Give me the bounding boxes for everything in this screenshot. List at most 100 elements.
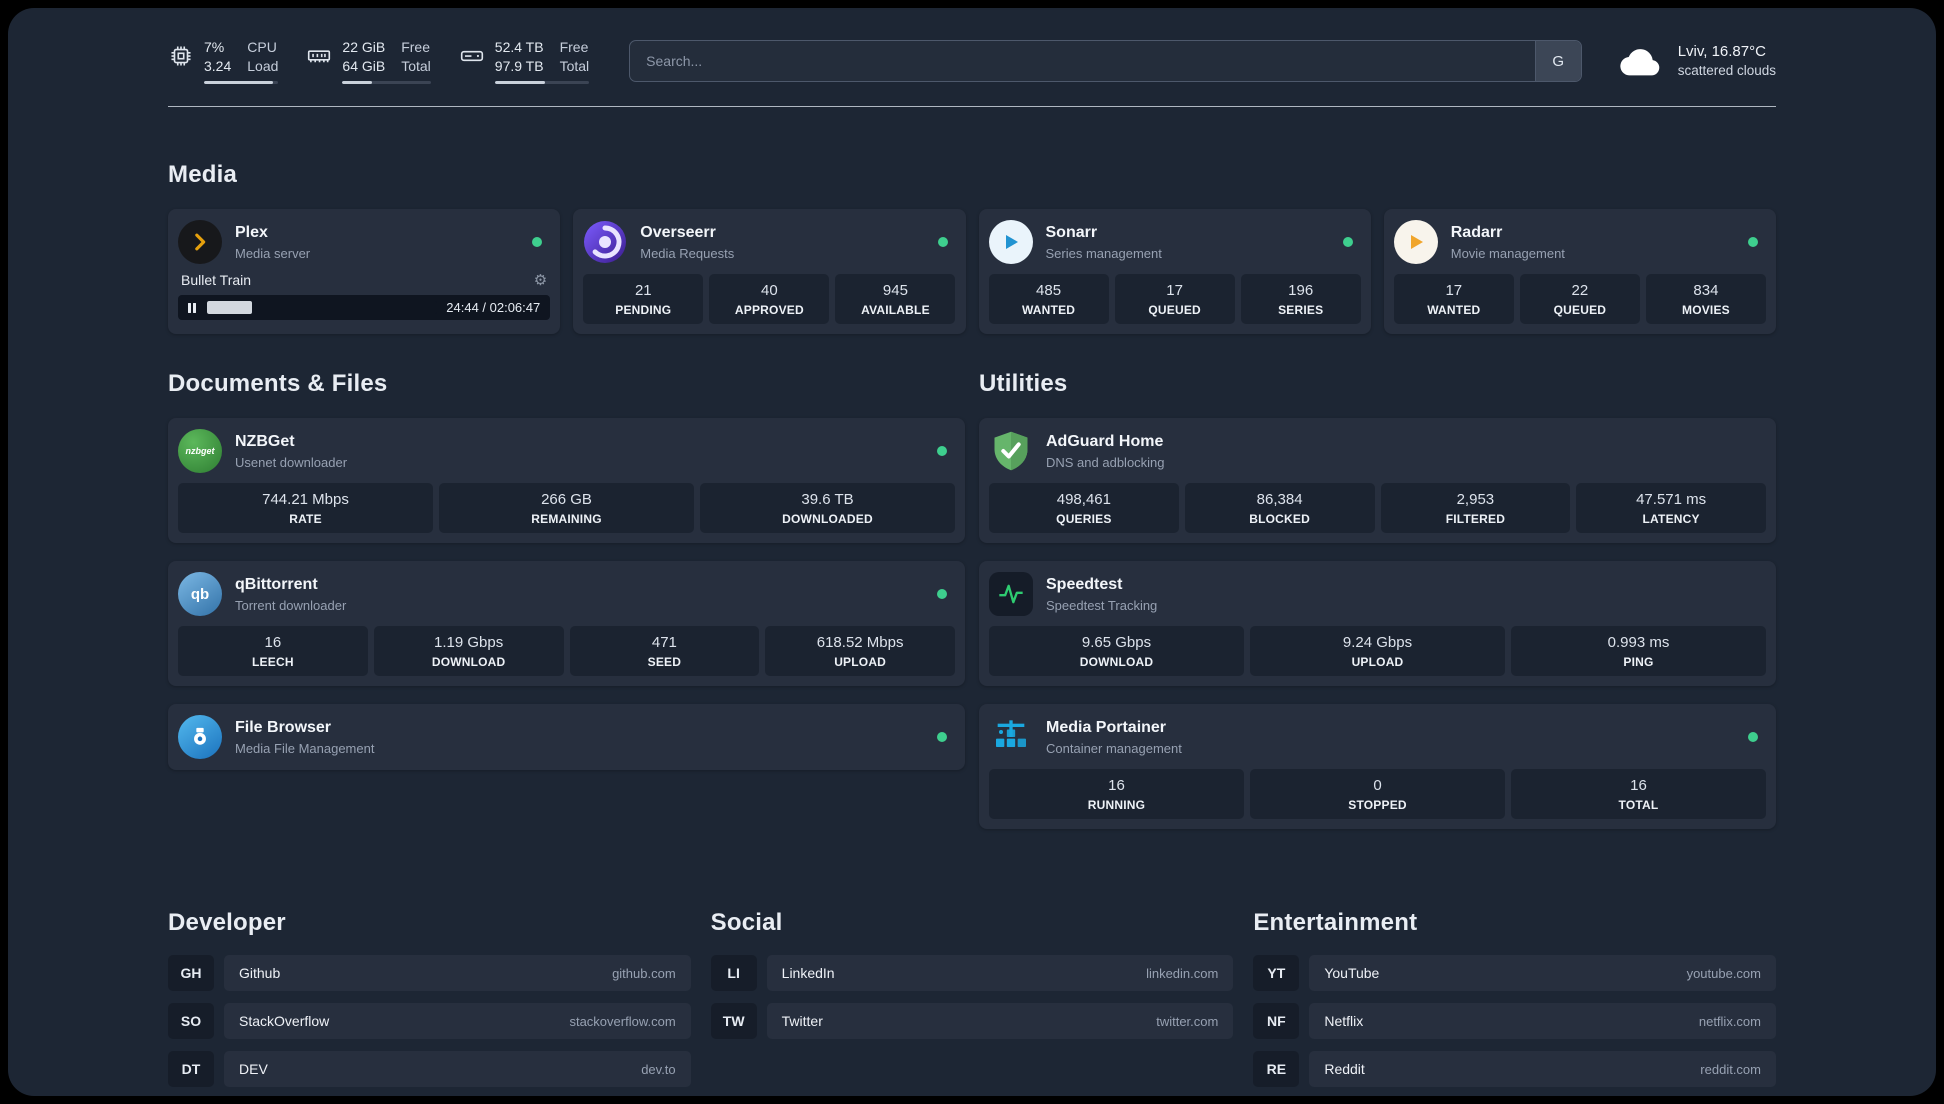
cpu-load: 3.24 xyxy=(204,58,232,74)
speedtest-icon xyxy=(989,572,1033,616)
bookmark-domain: dev.to xyxy=(641,1061,676,1077)
pause-button[interactable] xyxy=(186,302,198,314)
bookmark-abbr[interactable]: YT xyxy=(1253,955,1300,991)
ram-widget: 22 GiB Free 64 GiB Total xyxy=(306,38,431,84)
documents-section: Documents & Files nzbget NZBGet Usenet d… xyxy=(168,370,965,788)
qbittorrent-icon-label: qb xyxy=(190,585,210,603)
bookmark-domain: linkedin.com xyxy=(1146,965,1219,981)
stat-box: 21 PENDING xyxy=(583,274,704,324)
bookmark-name: Github xyxy=(239,965,281,981)
ram-label-bottom: Total xyxy=(401,58,431,74)
section-title-social: Social xyxy=(710,909,783,936)
weather-condition: scattered clouds xyxy=(1677,63,1776,78)
disk-free: 52.4 TB xyxy=(494,39,544,55)
portainer-card[interactable]: Media Portainer Container management 16 R… xyxy=(979,704,1776,829)
filebrowser-card[interactable]: File Browser Media File Management xyxy=(168,704,965,770)
bookmark-domain: github.com xyxy=(612,965,676,981)
service-name: Plex xyxy=(235,223,268,241)
filebrowser-icon xyxy=(178,715,222,759)
service-desc: Media Requests xyxy=(640,245,735,261)
disk-icon xyxy=(460,50,483,62)
bookmark-name: Netflix xyxy=(1324,1013,1364,1029)
bookmark-name: StackOverflow xyxy=(239,1013,330,1029)
bookmark-stackoverflow[interactable]: SO StackOverflow stackoverflow.com xyxy=(168,1003,691,1039)
stat-box: 22 QUEUED xyxy=(1519,274,1640,324)
stat-box: 86,384 BLOCKED xyxy=(1184,483,1375,533)
bookmark-dev[interactable]: DT DEV dev.to xyxy=(168,1051,691,1087)
stat-box: 16 TOTAL xyxy=(1511,769,1766,819)
bookmark-linkedin[interactable]: LI LinkedIn linkedin.com xyxy=(710,955,1234,991)
bookmark-name: Twitter xyxy=(781,1013,823,1029)
bookmark-domain: twitter.com xyxy=(1156,1013,1219,1029)
bookmark-abbr[interactable]: GH xyxy=(168,955,214,991)
sonarr-card[interactable]: Sonarr Series management 485 WANTED 17 QUE… xyxy=(978,209,1371,334)
ram-progress-bar xyxy=(342,81,431,84)
ram-icon xyxy=(308,50,331,63)
nzbget-card[interactable]: nzbget NZBGet Usenet downloader 744.21 M… xyxy=(168,418,965,543)
bookmark-youtube[interactable]: YT YouTube youtube.com xyxy=(1253,955,1776,991)
bookmark-github[interactable]: GH Github github.com xyxy=(168,955,691,991)
radarr-icon xyxy=(1393,220,1438,264)
media-section: Media Plex Media server Bullet Train xyxy=(168,161,1776,334)
section-title-entertainment: Entertainment xyxy=(1253,909,1418,936)
plex-icon xyxy=(178,220,222,264)
stat-box: 1.19 Gbps DOWNLOAD xyxy=(373,626,564,676)
service-desc: Movie management xyxy=(1450,245,1565,261)
bookmark-abbr[interactable]: TW xyxy=(710,1003,757,1039)
status-dot xyxy=(1342,237,1353,247)
service-desc: Torrent downloader xyxy=(235,597,347,613)
entertainment-section: Entertainment YT YouTube youtube.com NF … xyxy=(1253,909,1776,1096)
search-provider-button[interactable]: G xyxy=(1534,41,1581,81)
cpu-icon xyxy=(171,46,191,66)
topbar-divider xyxy=(168,106,1776,107)
stat-box: 39.6 TB DOWNLOADED xyxy=(700,483,955,533)
disk-total: 97.9 TB xyxy=(494,58,544,74)
nzbget-icon-label: nzbget xyxy=(185,446,215,456)
stat-box: 196 SERIES xyxy=(1240,274,1361,324)
disk-label-top: Free xyxy=(559,39,589,55)
adguard-card[interactable]: AdGuard Home DNS and adblocking 498,461 Q… xyxy=(979,418,1776,543)
qbittorrent-icon: qb xyxy=(178,572,222,616)
status-dot xyxy=(937,237,948,247)
stat-box: 17 WANTED xyxy=(1393,274,1514,324)
stat-box: 945 AVAILABLE xyxy=(835,274,956,324)
stat-box: 16 LEECH xyxy=(178,626,368,676)
sonarr-icon xyxy=(988,220,1033,264)
bookmark-domain: reddit.com xyxy=(1700,1061,1761,1077)
stat-box: 16 RUNNING xyxy=(989,769,1244,819)
stat-box: 9.65 Gbps DOWNLOAD xyxy=(989,626,1244,676)
stat-box: 266 GB REMAINING xyxy=(439,483,694,533)
section-title-media: Media xyxy=(168,161,238,188)
stat-box: 17 QUEUED xyxy=(1114,274,1235,324)
bookmark-abbr[interactable]: LI xyxy=(710,955,757,991)
bookmark-netflix[interactable]: NF Netflix netflix.com xyxy=(1253,1003,1776,1039)
bookmark-abbr[interactable]: NF xyxy=(1253,1003,1300,1039)
stat-box: 471 SEED xyxy=(569,626,760,676)
overseerr-card[interactable]: Overseerr Media Requests 21 PENDING 40 APP… xyxy=(573,209,966,334)
stat-box: 618.52 Mbps UPLOAD xyxy=(765,626,955,676)
plex-card[interactable]: Plex Media server Bullet Train ⚙ xyxy=(168,209,561,334)
bookmark-abbr[interactable]: RE xyxy=(1253,1051,1300,1087)
bookmark-reddit[interactable]: RE Reddit reddit.com xyxy=(1253,1051,1776,1087)
bookmark-abbr[interactable]: DT xyxy=(168,1051,214,1087)
cpu-label-bottom: Load xyxy=(247,58,279,74)
ram-free: 22 GiB xyxy=(342,39,386,55)
status-dot xyxy=(1748,732,1758,742)
gear-icon[interactable]: ⚙ xyxy=(533,271,548,289)
section-title-utilities: Utilities xyxy=(979,370,1068,397)
service-desc: Media File Management xyxy=(235,740,375,756)
bookmark-abbr[interactable]: SO xyxy=(168,1003,214,1039)
status-dot xyxy=(937,589,947,599)
qbittorrent-card[interactable]: qb qBittorrent Torrent downloader 16 LEEC… xyxy=(168,561,965,686)
service-name: Speedtest xyxy=(1046,575,1123,593)
speedtest-card[interactable]: Speedtest Speedtest Tracking 9.65 Gbps DO… xyxy=(979,561,1776,686)
stat-box: 834 MOVIES xyxy=(1645,274,1766,324)
service-desc: DNS and adblocking xyxy=(1046,454,1165,470)
status-dot xyxy=(937,732,947,742)
weather-widget: Lviv, 16.87°C scattered clouds xyxy=(1618,42,1776,80)
bookmark-twitter[interactable]: TW Twitter twitter.com xyxy=(710,1003,1234,1039)
search-input[interactable] xyxy=(630,41,1535,81)
weather-location: Lviv, 16.87°C xyxy=(1677,43,1766,60)
radarr-card[interactable]: Radarr Movie management 17 WANTED 22 QUEUE… xyxy=(1383,209,1776,334)
playback-progress-bar[interactable] xyxy=(207,301,438,314)
